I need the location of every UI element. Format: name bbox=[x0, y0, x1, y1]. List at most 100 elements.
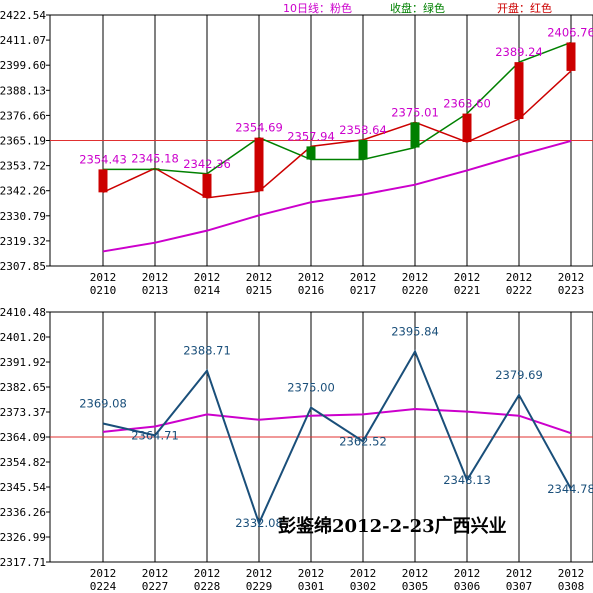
top-y-tick-label: 2376.66 bbox=[0, 109, 46, 122]
top-x-tick-year: 2012 bbox=[454, 271, 481, 284]
price-value-label: 2362.52 bbox=[339, 434, 387, 448]
top-y-tick-label: 2342.26 bbox=[0, 185, 46, 198]
candle-body bbox=[462, 113, 472, 143]
top-x-tick-year: 2012 bbox=[246, 271, 273, 284]
candle-body bbox=[202, 173, 212, 198]
top-y-tick-label: 2319.32 bbox=[0, 235, 46, 248]
top-x-tick-year: 2012 bbox=[402, 271, 429, 284]
close-line bbox=[103, 41, 572, 175]
bottom-x-tick-year: 2012 bbox=[402, 567, 429, 580]
top-x-tick-year: 2012 bbox=[298, 271, 325, 284]
top-x-tick-date: 0216 bbox=[298, 284, 325, 297]
average-line bbox=[102, 407, 572, 435]
price-value-label: 2379.69 bbox=[495, 368, 543, 382]
top-x-tick-date: 0217 bbox=[350, 284, 377, 297]
legend-item: 收盘：绿色 bbox=[390, 1, 445, 15]
bottom-y-tick-label: 2345.54 bbox=[0, 481, 46, 494]
top-candlestick-chart: 2012021020120213201202142012021520120216… bbox=[0, 1, 593, 297]
price-value-label: 2395.84 bbox=[391, 325, 439, 339]
top-x-tick-date: 0214 bbox=[194, 284, 221, 297]
price-value-label: 2364.71 bbox=[131, 428, 179, 442]
candle-body bbox=[306, 146, 316, 160]
top-x-tick-date: 0221 bbox=[454, 284, 481, 297]
bottom-x-tick-year: 2012 bbox=[350, 567, 377, 580]
bottom-x-tick-date: 0306 bbox=[454, 580, 481, 593]
top-y-tick-label: 2422.54 bbox=[0, 9, 46, 22]
candle-body bbox=[566, 42, 576, 71]
open-line bbox=[102, 70, 572, 199]
top-x-tick-date: 0220 bbox=[402, 284, 429, 297]
top-y-tick-label: 2399.60 bbox=[0, 59, 46, 72]
bottom-x-tick-date: 0307 bbox=[506, 580, 533, 593]
top-x-tick-year: 2012 bbox=[506, 271, 533, 284]
candle-value-label: 2354.69 bbox=[235, 121, 283, 135]
bottom-x-tick-date: 0227 bbox=[142, 580, 169, 593]
top-x-tick-year: 2012 bbox=[90, 271, 117, 284]
bottom-x-tick-date: 0224 bbox=[90, 580, 117, 593]
bottom-x-tick-year: 2012 bbox=[454, 567, 481, 580]
candle-value-label: 2358.64 bbox=[339, 123, 387, 137]
bottom-y-tick-label: 2410.48 bbox=[0, 306, 46, 319]
top-x-tick-year: 2012 bbox=[350, 271, 377, 284]
bottom-x-tick-date: 0305 bbox=[402, 580, 429, 593]
chart-caption: 彭鉴绵2012-2-23广西兴业 bbox=[278, 515, 507, 537]
candle-value-label: 2389.24 bbox=[495, 45, 543, 59]
top-x-tick-year: 2012 bbox=[142, 271, 169, 284]
bottom-y-tick-label: 2401.20 bbox=[0, 331, 46, 344]
bottom-y-tick-label: 2382.65 bbox=[0, 381, 46, 394]
candle-body bbox=[358, 139, 368, 160]
top-x-tick-date: 0210 bbox=[90, 284, 117, 297]
bottom-x-tick-year: 2012 bbox=[246, 567, 273, 580]
legend-item: 10日线：粉色 bbox=[283, 1, 352, 15]
bottom-x-tick-year: 2012 bbox=[298, 567, 325, 580]
top-y-tick-label: 2365.19 bbox=[0, 135, 46, 148]
candle-body bbox=[410, 122, 420, 148]
bottom-x-tick-date: 0228 bbox=[194, 580, 221, 593]
bottom-y-tick-label: 2317.71 bbox=[0, 556, 46, 569]
top-x-tick-date: 0223 bbox=[558, 284, 585, 297]
price-value-label: 2388.71 bbox=[183, 344, 231, 358]
price-value-label: 2344.78 bbox=[547, 482, 593, 496]
bottom-x-tick-year: 2012 bbox=[506, 567, 533, 580]
candle-body bbox=[514, 62, 524, 120]
candle-value-label: 2375.01 bbox=[391, 105, 439, 119]
top-x-tick-date: 0222 bbox=[506, 284, 533, 297]
price-value-label: 2375.00 bbox=[287, 381, 335, 395]
bottom-y-tick-label: 2391.92 bbox=[0, 356, 46, 369]
top-y-tick-label: 2307.85 bbox=[0, 260, 46, 273]
candle-value-label: 2342.36 bbox=[183, 157, 231, 171]
bottom-x-tick-year: 2012 bbox=[558, 567, 585, 580]
bottom-x-tick-date: 0308 bbox=[558, 580, 585, 593]
price-value-label: 2332.08 bbox=[235, 516, 283, 530]
top-y-tick-label: 2388.13 bbox=[0, 84, 46, 97]
top-y-tick-label: 2411.07 bbox=[0, 34, 46, 47]
candle-value-label: 2345.18 bbox=[131, 151, 179, 165]
candle-value-label: 2406.76 bbox=[547, 25, 593, 39]
price-line bbox=[102, 349, 572, 526]
candle-value-label: 2357.94 bbox=[287, 129, 335, 143]
candle-body bbox=[150, 168, 160, 170]
bottom-y-tick-label: 2354.82 bbox=[0, 456, 46, 469]
top-x-tick-date: 0213 bbox=[142, 284, 169, 297]
bottom-line-chart: 2012022420120227201202282012022920120301… bbox=[0, 306, 593, 593]
bottom-y-tick-label: 2373.37 bbox=[0, 406, 46, 419]
bottom-x-tick-date: 0229 bbox=[246, 580, 273, 593]
candle-body bbox=[254, 137, 264, 192]
price-value-label: 2348.13 bbox=[443, 473, 491, 487]
legend-item: 开盘：红色 bbox=[497, 1, 552, 15]
top-x-tick-date: 0215 bbox=[246, 284, 273, 297]
ma10-line bbox=[102, 139, 572, 253]
bottom-x-tick-year: 2012 bbox=[142, 567, 169, 580]
bottom-x-tick-year: 2012 bbox=[90, 567, 117, 580]
top-y-tick-label: 2330.79 bbox=[0, 210, 46, 223]
top-y-tick-label: 2353.72 bbox=[0, 160, 46, 173]
bottom-y-tick-label: 2336.26 bbox=[0, 506, 46, 519]
bottom-y-tick-label: 2326.99 bbox=[0, 531, 46, 544]
top-x-tick-year: 2012 bbox=[194, 271, 221, 284]
price-value-label: 2369.08 bbox=[79, 397, 127, 411]
top-x-tick-year: 2012 bbox=[558, 271, 585, 284]
bottom-x-tick-date: 0302 bbox=[350, 580, 377, 593]
candle-value-label: 2363.60 bbox=[443, 97, 491, 111]
